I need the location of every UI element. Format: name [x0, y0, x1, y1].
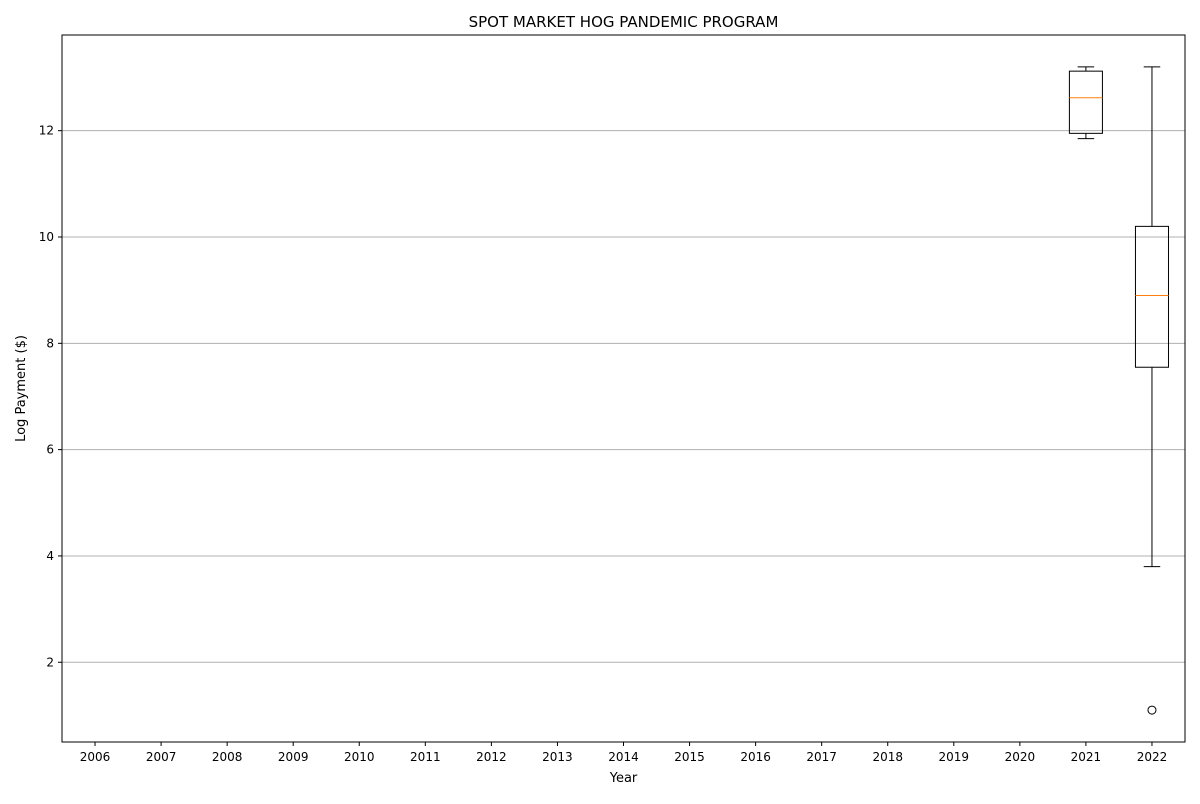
y-tick-label: 8 [46, 336, 54, 350]
x-tick-label: 2012 [476, 750, 507, 764]
x-tick-label: 2017 [806, 750, 837, 764]
x-axis-label: Year [609, 771, 638, 786]
iqr-box [1134, 225, 1169, 368]
chart-title: SPOT MARKET HOG PANDEMIC PROGRAM [469, 13, 779, 31]
plot-frame [61, 34, 1186, 743]
y-tick-label: 12 [39, 124, 54, 138]
iqr-box [1068, 70, 1103, 134]
x-tick-label: 2008 [212, 750, 243, 764]
box-2021 [1068, 66, 1103, 140]
axis-ticks: 2 4 6 8 10 12 2006 2007 2008 2009 2010 2011 2012 2013… [39, 124, 1168, 764]
y-axis-label: Log Payment ($) [14, 335, 29, 442]
y-tick-label: 6 [46, 443, 54, 457]
x-tick-label: 2021 [1071, 750, 1102, 764]
x-tick-label: 2009 [278, 750, 309, 764]
grid-lines [62, 130, 1185, 663]
x-tick-label: 2010 [344, 750, 375, 764]
x-tick-label: 2011 [410, 750, 441, 764]
box-series [1068, 66, 1169, 715]
y-tick-label: 2 [46, 655, 54, 669]
x-tick-label: 2014 [608, 750, 639, 764]
y-tick-label: 4 [46, 549, 54, 563]
x-tick-label: 2018 [872, 750, 903, 764]
outlier-point [1147, 705, 1157, 715]
x-tick-label: 2020 [1005, 750, 1036, 764]
box-2022 [1134, 66, 1169, 715]
x-tick-label: 2019 [939, 750, 970, 764]
x-tick-label: 2016 [740, 750, 771, 764]
x-tick-label: 2013 [542, 750, 573, 764]
x-tick-label: 2022 [1137, 750, 1168, 764]
y-tick-label: 10 [39, 230, 54, 244]
x-tick-label: 2006 [80, 750, 111, 764]
x-tick-label: 2015 [674, 750, 705, 764]
x-tick-label: 2007 [146, 750, 177, 764]
